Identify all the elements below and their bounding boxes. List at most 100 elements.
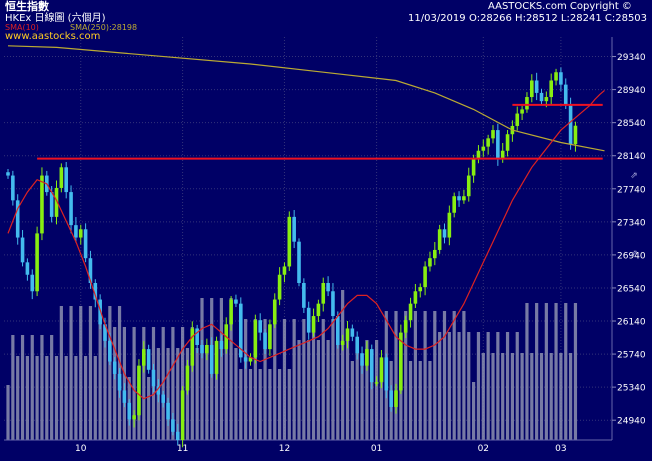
- candle-body: [525, 97, 529, 110]
- x-tick-label: 03: [555, 444, 566, 454]
- candle-body: [374, 382, 379, 384]
- volume-bar: [50, 335, 54, 440]
- candle-body: [88, 258, 93, 283]
- candle-body: [297, 241, 301, 283]
- volume-bar: [35, 356, 39, 440]
- candle-body: [515, 113, 520, 126]
- quote-ohlc: O:28266 H:28512 L:28241 C:28503: [469, 13, 648, 24]
- volume-bar: [544, 303, 548, 440]
- volume-bar: [515, 332, 519, 440]
- candle-body: [166, 402, 170, 420]
- volume-bar: [244, 319, 248, 440]
- y-tick-label: 28540: [617, 119, 646, 129]
- candle-body: [234, 299, 238, 304]
- volume-bar: [418, 361, 422, 440]
- candle-body: [340, 340, 345, 345]
- candle-body: [30, 274, 35, 292]
- volume-bar: [549, 353, 553, 440]
- volume-bar: [472, 382, 476, 440]
- volume-bar: [501, 353, 505, 440]
- volume-bar: [253, 319, 257, 440]
- candle-body: [496, 130, 500, 160]
- candle-body: [277, 274, 282, 300]
- candle-body: [306, 307, 311, 333]
- volume-bar: [375, 340, 379, 440]
- candle-body: [49, 192, 54, 217]
- candle-body: [64, 167, 68, 193]
- volume-bar: [365, 340, 369, 440]
- x-tick-label: 11: [177, 444, 188, 454]
- candle-body: [384, 357, 389, 391]
- volume-bar: [520, 353, 524, 440]
- volume-bar: [258, 369, 262, 440]
- volume-bar: [113, 327, 117, 440]
- candle-body: [534, 80, 539, 93]
- volume-bar: [331, 319, 335, 440]
- volume-bar: [326, 340, 330, 440]
- volume-bar: [195, 348, 199, 440]
- volume-bar: [535, 303, 539, 440]
- candle-body: [146, 349, 151, 370]
- x-tick-label: 02: [478, 444, 489, 454]
- volume-bar: [190, 327, 194, 440]
- candle-body: [219, 340, 224, 350]
- volume-bar: [142, 327, 146, 440]
- volume-bar: [54, 356, 59, 440]
- volume-bar: [282, 319, 287, 440]
- candle-body: [69, 192, 73, 226]
- candle-body: [486, 138, 490, 147]
- candle-body: [74, 225, 78, 238]
- candle-body: [311, 316, 316, 333]
- candle-body: [137, 365, 141, 416]
- scroll-arrow-icon: ⇗: [630, 171, 638, 181]
- candle-body: [253, 320, 258, 358]
- candle-body: [554, 72, 558, 81]
- volume-bar: [278, 369, 282, 440]
- volume-bar: [423, 311, 427, 440]
- volume-bar: [496, 332, 500, 440]
- candle-body: [530, 80, 534, 98]
- volume-bar: [569, 353, 573, 440]
- candle-body: [25, 262, 30, 275]
- volume-bar: [457, 332, 461, 440]
- candle-body: [112, 361, 117, 374]
- candle-body: [6, 172, 10, 176]
- candle-body: [209, 344, 214, 374]
- volume-bar: [505, 332, 510, 440]
- volume-bar: [292, 319, 296, 440]
- y-tick-label: 29340: [617, 53, 646, 63]
- volume-bar: [573, 303, 578, 440]
- candle-body: [471, 159, 476, 176]
- candle-body: [122, 390, 127, 403]
- candle-body: [466, 175, 471, 197]
- volume-bar: [273, 319, 277, 440]
- candle-body: [302, 283, 306, 308]
- volume-bar: [93, 356, 97, 440]
- volume-bar: [25, 356, 29, 440]
- y-tick-label: 26540: [617, 284, 646, 294]
- volume-bar: [442, 311, 447, 440]
- volume-bar: [181, 327, 185, 440]
- volume-bar: [287, 369, 291, 440]
- volume-bar: [404, 311, 408, 440]
- volume-bar: [321, 319, 325, 440]
- volume-bar: [481, 353, 485, 440]
- candle-body: [379, 357, 384, 383]
- candle-body: [272, 299, 277, 325]
- volume-bar: [311, 319, 316, 440]
- volume-bar: [564, 303, 568, 440]
- y-tick-label: 25340: [617, 384, 646, 394]
- candle-body: [413, 291, 418, 304]
- candle-body: [365, 349, 369, 366]
- volume-bar: [433, 311, 437, 440]
- source-link[interactable]: www.aastocks.com: [5, 31, 101, 42]
- volume-bar: [394, 311, 398, 440]
- candle-body: [268, 324, 272, 350]
- chart-subtitle: HKEx 日線圖 (六個月): [5, 13, 106, 24]
- candle-body: [103, 324, 107, 341]
- volume-bar: [176, 348, 180, 440]
- candle-body: [544, 97, 549, 102]
- volume-bar: [355, 340, 359, 440]
- volume-bar: [297, 340, 301, 440]
- candle-body: [59, 167, 64, 188]
